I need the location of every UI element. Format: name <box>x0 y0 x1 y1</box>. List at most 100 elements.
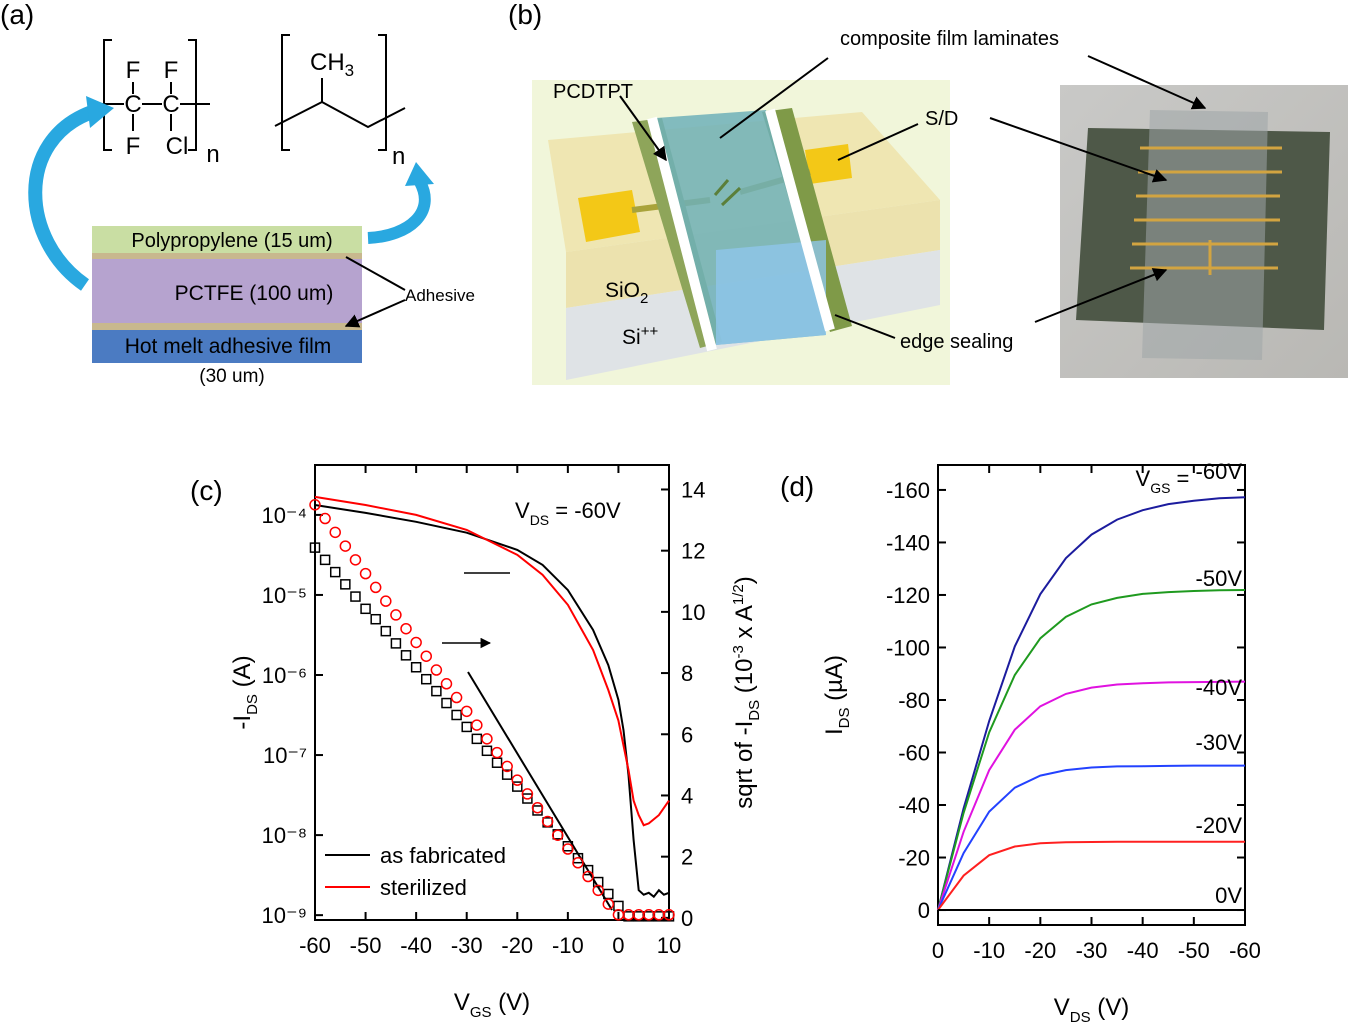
repeat-index: n <box>206 141 219 168</box>
marker <box>329 566 341 578</box>
marker <box>369 581 382 594</box>
marker <box>522 793 533 804</box>
marker <box>309 542 321 553</box>
text-sub: DS <box>1070 1009 1091 1024</box>
series-line <box>937 680 1246 911</box>
x-tick-label: -40 <box>1127 938 1159 963</box>
layer <box>92 330 362 363</box>
series-line <box>937 589 1246 911</box>
y2-tick-label: 10 <box>681 600 705 625</box>
label: S/D <box>925 108 958 130</box>
marker <box>460 705 473 718</box>
y2-tick-label: 6 <box>681 722 693 747</box>
label-sub: 2 <box>640 290 648 307</box>
label: composite film laminates <box>840 28 1059 50</box>
label: SiO2 <box>605 279 648 307</box>
curve-name: -30V <box>1196 730 1243 755</box>
marker <box>380 625 392 637</box>
bracket <box>281 34 387 151</box>
marker <box>541 815 554 828</box>
film-edge <box>716 240 826 345</box>
marker <box>471 733 483 745</box>
atom: F <box>126 57 141 84</box>
channel <box>713 179 742 207</box>
atom: F <box>164 57 179 84</box>
x-tick-label: -20 <box>501 933 533 958</box>
y-tick-label: 0 <box>918 898 930 923</box>
marker <box>582 864 594 876</box>
x-tick-label: -10 <box>973 938 1005 963</box>
electrodes <box>1130 146 1282 275</box>
y-tick-label: 10⁻⁹ <box>261 903 307 928</box>
text-sub: DS <box>244 694 261 715</box>
adhesive-label: Adhesive <box>405 286 475 305</box>
series-line <box>937 840 1245 911</box>
series-line <box>937 764 1245 911</box>
layer <box>92 259 362 323</box>
y2-tick-label: 14 <box>681 477 705 502</box>
pointer <box>834 270 1166 339</box>
y-tick-label: 10⁻⁵ <box>262 583 307 608</box>
marker <box>481 745 493 757</box>
curve-name: -40V <box>1196 675 1243 700</box>
text-part: V <box>1054 994 1070 1021</box>
marker <box>491 757 503 768</box>
marker <box>441 697 452 709</box>
text-part: ) <box>731 576 758 584</box>
layer <box>92 323 362 330</box>
text-part: x A <box>731 605 758 645</box>
curve-name: -60V <box>1196 459 1243 484</box>
text-part: I <box>821 728 848 735</box>
y-tick-label: -160 <box>886 478 930 503</box>
marker <box>430 664 443 676</box>
label: PCDTPT <box>553 81 633 103</box>
x-tick-label: -10 <box>552 933 584 958</box>
curve-label: 0V <box>1215 883 1242 908</box>
marker <box>471 719 483 731</box>
pointer <box>346 256 406 326</box>
y2-tick-label: 4 <box>681 783 693 808</box>
marker <box>400 650 412 661</box>
bond <box>274 78 406 129</box>
pointer <box>619 95 667 162</box>
panel-b: (b) PCDTPT SiO2 Si++ composite film lami… <box>508 0 1348 385</box>
arrow-head <box>86 96 114 128</box>
marker <box>420 650 433 662</box>
text-part: (V) <box>492 989 531 1016</box>
layer-label: Hot melt adhesive film <box>125 335 332 358</box>
atom: C <box>162 91 179 118</box>
y-tick-label: -140 <box>886 530 930 555</box>
marker <box>359 567 372 580</box>
marker <box>410 636 422 649</box>
text-part: V <box>515 498 530 523</box>
x-tick-label: -30 <box>1076 938 1108 963</box>
marker <box>572 852 584 864</box>
marker <box>319 554 331 566</box>
marker <box>421 673 432 685</box>
marker <box>562 843 574 855</box>
y-tick-label: -40 <box>898 793 930 818</box>
text-sup: -3 <box>730 645 747 658</box>
pad <box>578 190 640 242</box>
marker <box>380 595 392 607</box>
x-axis-label: VDS (V) <box>1054 994 1130 1024</box>
curve-label: -30V <box>1196 730 1243 755</box>
layer <box>92 226 362 253</box>
marker <box>582 870 594 883</box>
marker <box>390 609 402 621</box>
fit-line <box>467 671 613 911</box>
curve-label: VGS = -60V <box>1136 459 1243 496</box>
y-tick-label: -100 <box>886 635 930 660</box>
y-tick-label: -20 <box>898 846 930 871</box>
marker <box>521 788 534 800</box>
marker <box>592 876 604 888</box>
text-part: = -60V <box>549 498 621 523</box>
y-tick-label: -60 <box>898 741 930 766</box>
x-tick-label: -50 <box>1178 938 1210 963</box>
marker <box>431 685 442 697</box>
marker <box>340 579 351 590</box>
y-tick-label: 10⁻⁴ <box>261 503 307 528</box>
marker <box>532 805 543 816</box>
x-tick-label: 0 <box>932 938 944 963</box>
y-axis-label: IDS (µA) <box>821 655 853 735</box>
